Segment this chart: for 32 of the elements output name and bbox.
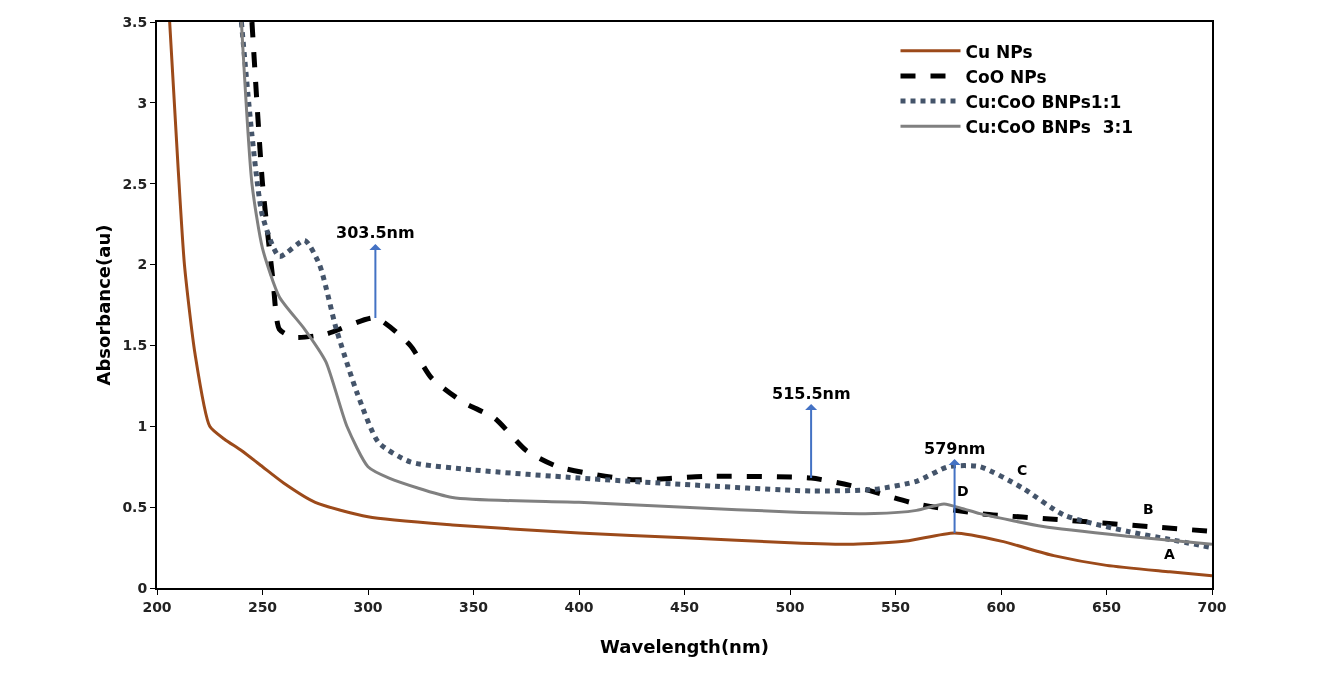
x-tick-label: 450 [669,598,700,615]
x-tick-label: 400 [564,598,594,615]
x-tick-label: 600 [986,598,1016,615]
legend-label: Cu:CoO BNPs1:1 [965,91,1122,112]
annotation: D [957,483,969,499]
legend-label: CoO NPs [965,66,1047,87]
y-tick-label: 1.5 [122,337,148,354]
x-tick-label: 200 [142,598,172,615]
y-tick-label: 0 [137,579,148,596]
annotation: 303.5nm [336,223,415,242]
y-tick-label: 3.5 [122,13,148,30]
annotation: C [1017,462,1028,478]
x-tick-label: 650 [1091,598,1122,615]
annotation: A [1164,546,1175,562]
y-tick-label: 0.5 [122,499,148,516]
x-tick-label: 250 [247,598,278,615]
y-tick-label: 2 [137,256,148,273]
y-axis-title: Absorbance(au) [93,224,114,386]
x-tick-label: 350 [458,598,489,615]
x-tick-label: 550 [880,598,911,615]
x-tick-label: 300 [353,598,383,615]
x-tick-label: 500 [775,598,805,615]
y-tick-label: 2.5 [122,175,148,192]
annotation: B [1143,501,1154,517]
annotation: 515.5nm [772,384,851,403]
x-tick-label: 700 [1197,598,1227,615]
y-tick-label: 1 [137,418,148,435]
legend-label: Cu:CoO BNPs 3:1 [965,116,1134,137]
x-axis-title: Wavelength(nm) [600,636,769,657]
y-tick-label: 3 [137,94,148,111]
legend-label: Cu NPs [965,41,1033,62]
annotation: 579nm [924,439,986,458]
